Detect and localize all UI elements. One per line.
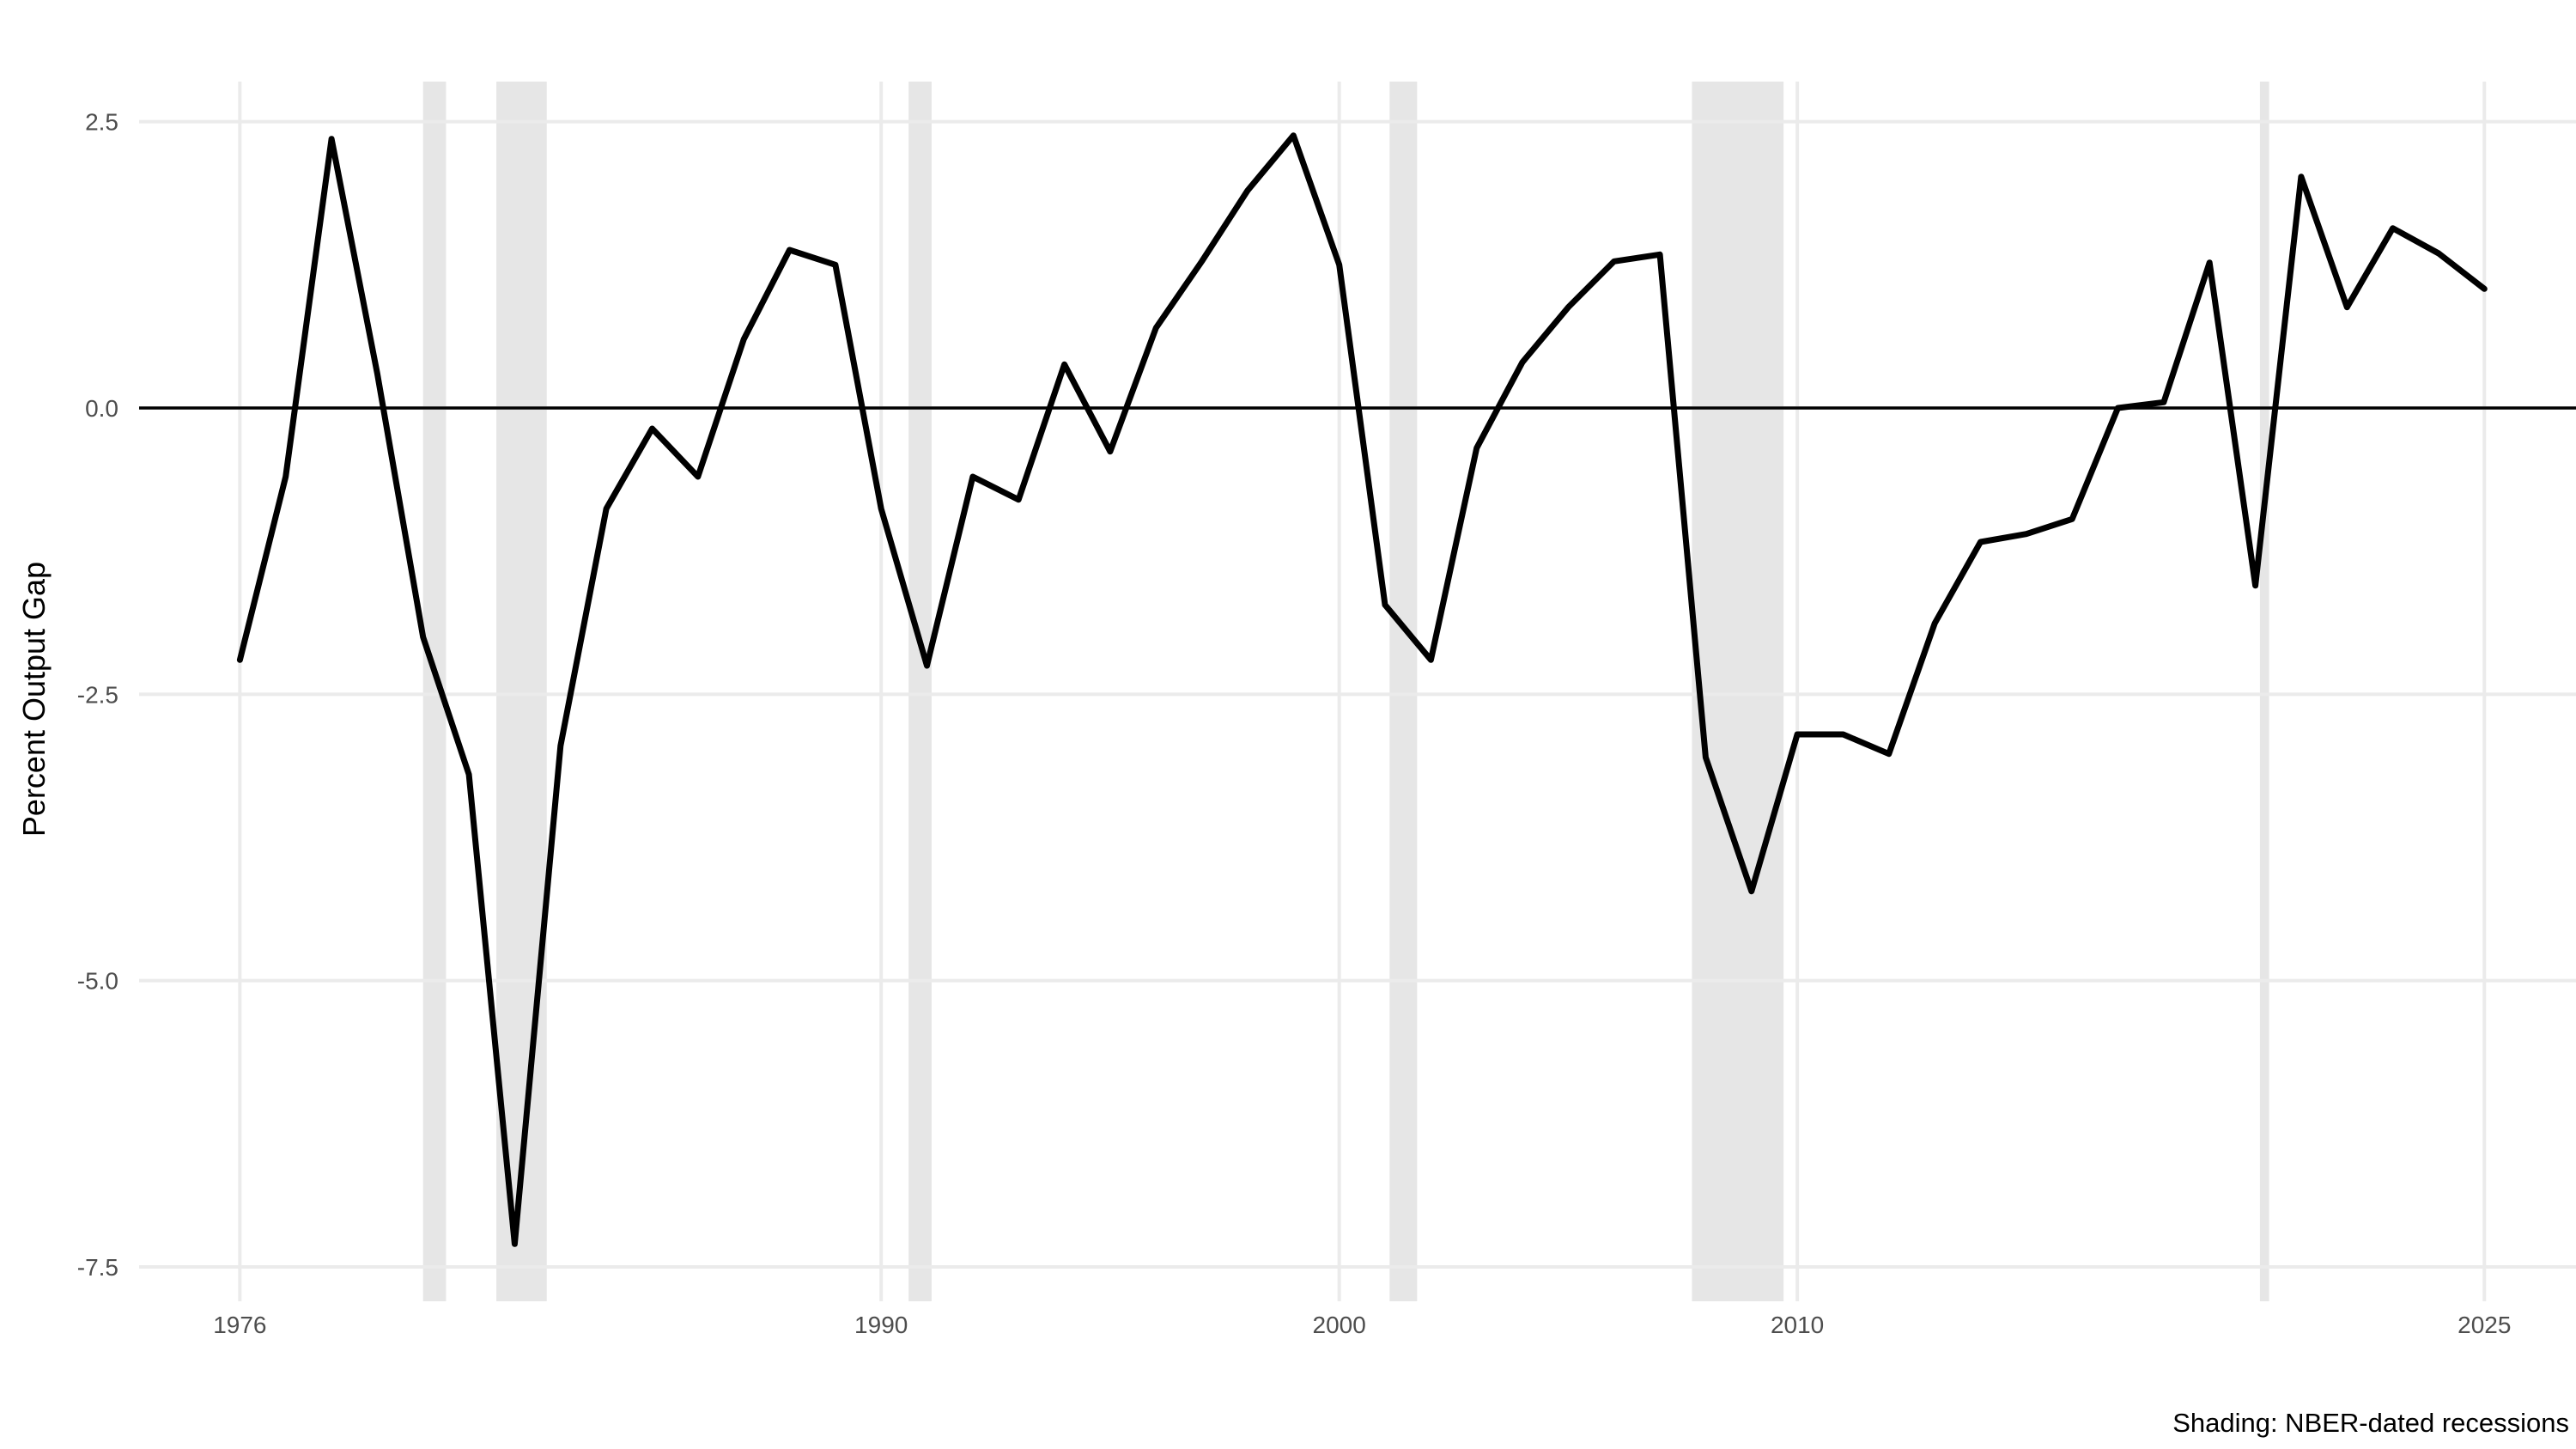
y-tick-label: 2.5 [85, 109, 118, 136]
recession-band-5 [1692, 82, 1784, 1301]
recession-band-2 [496, 82, 547, 1301]
x-tick-label-2025: 2025 [2458, 1312, 2511, 1338]
output-gap-series-line [236, 132, 2488, 1247]
y-tick-label: -7.5 [77, 1254, 118, 1281]
y-tick-label: -2.5 [77, 681, 118, 708]
series-layer [236, 132, 2488, 1247]
recession-band-3 [908, 82, 932, 1301]
recession-shading-layer [422, 82, 2269, 1301]
x-tick-label-1976: 1976 [213, 1312, 266, 1338]
y-axis-title: Percent Output Gap [16, 562, 52, 837]
chart-caption: Shading: NBER-dated recessions [2172, 1408, 2569, 1438]
tick-labels-layer: 1976 1990 2000 2010 2025 2.5 0.0 -2.5 -5.0 -7.5 [77, 109, 2512, 1338]
x-tick-label-1990: 1990 [854, 1312, 908, 1338]
x-tick-label-2010: 2010 [1771, 1312, 1824, 1338]
recession-band-4 [1389, 82, 1418, 1301]
y-tick-label: -5.0 [77, 968, 118, 995]
x-tick-label-2000: 2000 [1313, 1312, 1366, 1338]
y-tick-label: 0.0 [85, 395, 118, 422]
recession-band-6 [2259, 82, 2269, 1301]
